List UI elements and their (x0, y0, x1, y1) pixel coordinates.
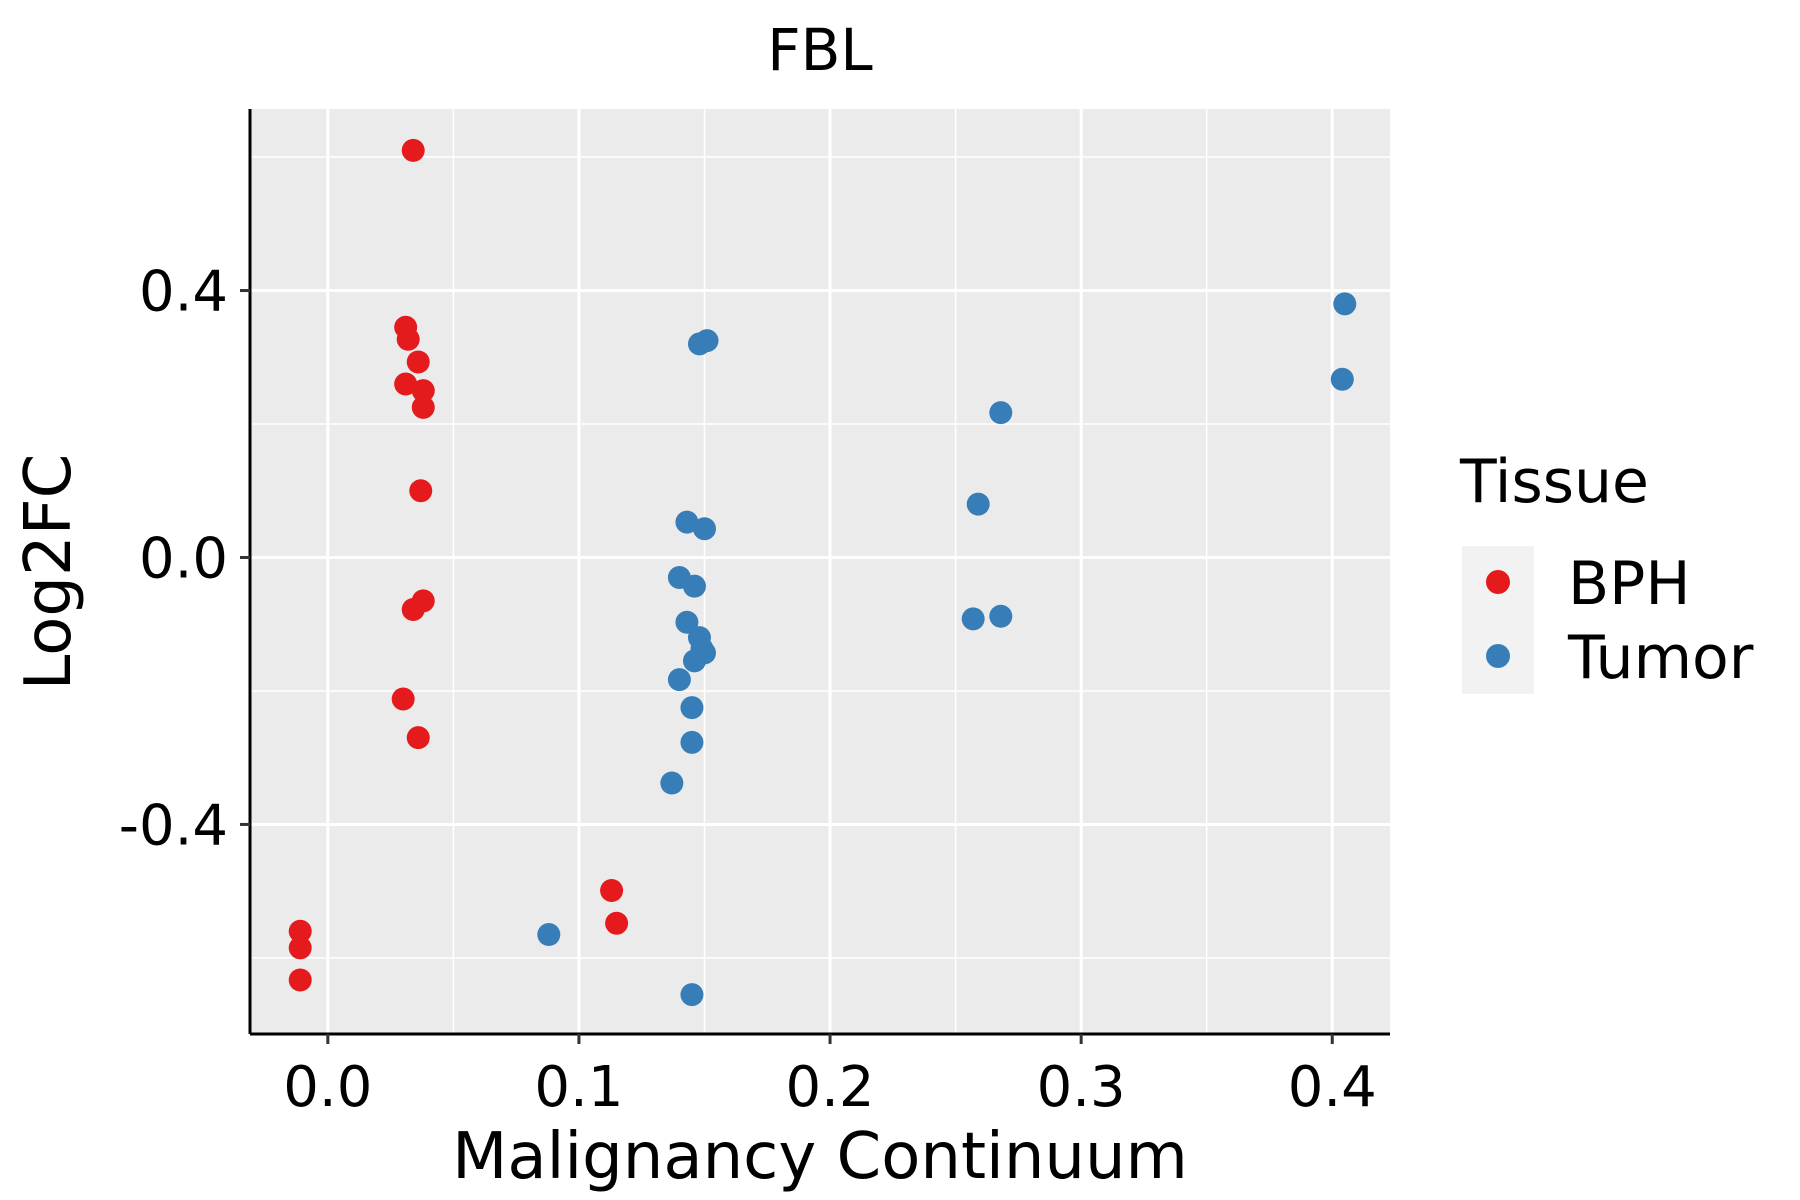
point-bph (406, 350, 430, 374)
x-tick-label: 0.1 (534, 1055, 623, 1120)
point-tumor (687, 332, 711, 356)
point-bph (411, 395, 435, 419)
point-bph (411, 379, 435, 403)
x-ticks: 0.0 0.1 0.2 0.3 0.4 (283, 1034, 1377, 1120)
point-tumor (660, 771, 684, 795)
x-tick-label: 0.0 (283, 1055, 372, 1120)
point-tumor (966, 492, 990, 516)
legend: Tissue BPH Tumor (1459, 447, 1754, 694)
point-bph (394, 372, 418, 396)
point-bph (288, 968, 312, 992)
point-bph (406, 726, 430, 750)
point-tumor (989, 401, 1013, 425)
point-tumor (680, 983, 704, 1007)
x-tick-label: 0.3 (1037, 1055, 1126, 1120)
point-tumor (680, 730, 704, 754)
point-tumor (682, 574, 706, 598)
point-bph (288, 919, 312, 943)
point-tumor (682, 649, 706, 673)
point-bph (391, 687, 415, 711)
y-axis-label: Log2FC (12, 454, 86, 691)
point-tumor (675, 510, 699, 534)
minor-grid (250, 109, 1390, 1034)
y-tick-label: -0.4 (119, 793, 228, 858)
plot-panel (250, 109, 1390, 1034)
legend-label-tumor: Tumor (1567, 623, 1754, 693)
x-axis-label: Malignancy Continuum (452, 1120, 1188, 1194)
point-tumor (1333, 292, 1357, 316)
point-bph (605, 911, 629, 935)
point-bph (401, 598, 425, 622)
point-tumor (989, 604, 1013, 628)
point-bph (401, 138, 425, 162)
data-points (288, 138, 1357, 1007)
point-tumor (680, 696, 704, 720)
legend-label-bph: BPH (1568, 549, 1690, 619)
legend-key-background (1462, 546, 1534, 694)
x-tick-label: 0.4 (1288, 1055, 1377, 1120)
y-ticks: -0.4 0.0 0.4 (119, 260, 250, 858)
point-tumor (692, 517, 716, 541)
chart-title: FBL (767, 16, 872, 84)
point-tumor (961, 607, 985, 631)
major-grid (250, 109, 1390, 1034)
point-bph (600, 879, 624, 903)
y-tick-label: 0.0 (139, 526, 228, 591)
legend-title: Tissue (1459, 447, 1649, 517)
legend-key-tumor (1486, 644, 1510, 668)
point-bph (396, 327, 420, 351)
point-tumor (1330, 367, 1354, 391)
point-tumor (675, 610, 699, 634)
point-tumor (537, 923, 561, 947)
legend-key-bph (1486, 570, 1510, 594)
y-tick-label: 0.4 (139, 260, 228, 325)
point-bph (409, 479, 433, 503)
point-bph (288, 936, 312, 960)
x-tick-label: 0.2 (786, 1055, 875, 1120)
point-tumor (667, 668, 691, 692)
